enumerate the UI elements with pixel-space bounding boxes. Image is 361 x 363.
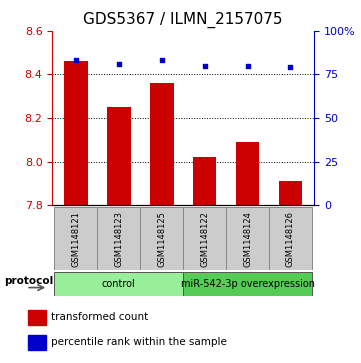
Text: GSM1148124: GSM1148124 xyxy=(243,211,252,266)
Bar xyxy=(279,181,302,205)
Title: GDS5367 / ILMN_2157075: GDS5367 / ILMN_2157075 xyxy=(83,12,283,28)
Bar xyxy=(150,83,174,205)
Point xyxy=(245,63,251,69)
Bar xyxy=(226,207,269,270)
Point xyxy=(159,58,165,64)
Point xyxy=(73,58,79,64)
Bar xyxy=(140,207,183,270)
Bar xyxy=(64,61,88,205)
Text: GSM1148121: GSM1148121 xyxy=(71,211,81,266)
Point xyxy=(116,61,122,67)
Bar xyxy=(28,335,46,350)
Text: percentile rank within the sample: percentile rank within the sample xyxy=(51,337,227,347)
Bar xyxy=(28,310,46,325)
Text: protocol: protocol xyxy=(4,276,53,286)
Bar xyxy=(236,142,259,205)
Text: GSM1148122: GSM1148122 xyxy=(200,211,209,266)
Text: transformed count: transformed count xyxy=(51,312,148,322)
Point xyxy=(288,65,293,70)
Text: GSM1148125: GSM1148125 xyxy=(157,211,166,266)
Bar xyxy=(55,207,97,270)
Bar xyxy=(97,207,140,270)
Text: GSM1148126: GSM1148126 xyxy=(286,211,295,267)
Bar xyxy=(183,207,226,270)
Text: GSM1148123: GSM1148123 xyxy=(114,211,123,267)
Bar xyxy=(193,157,217,205)
Bar xyxy=(269,207,312,270)
Point xyxy=(202,63,208,69)
Text: miR-542-3p overexpression: miR-542-3p overexpression xyxy=(180,279,314,289)
Bar xyxy=(107,107,131,205)
Bar xyxy=(55,272,183,296)
Text: control: control xyxy=(102,279,136,289)
Bar xyxy=(183,272,312,296)
